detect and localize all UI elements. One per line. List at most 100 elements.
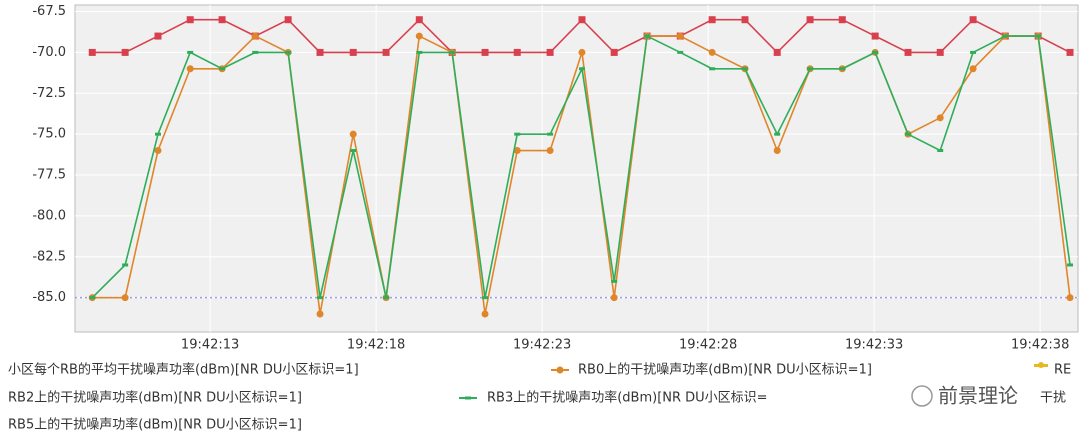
point xyxy=(514,132,521,136)
point xyxy=(316,48,324,56)
point xyxy=(415,16,423,24)
point xyxy=(970,50,977,54)
point xyxy=(937,149,944,153)
legend-label: RB2上的干扰噪声功率(dBm)[NR DU小区标识=1] xyxy=(8,390,302,406)
point xyxy=(465,396,471,400)
point xyxy=(774,132,781,136)
point xyxy=(676,32,684,40)
watermark-icon xyxy=(911,385,933,407)
point xyxy=(382,48,390,56)
point xyxy=(546,48,554,56)
point xyxy=(252,50,259,54)
point xyxy=(677,50,684,54)
point xyxy=(513,48,521,56)
x-tick-label: 19:42:23 xyxy=(513,338,571,353)
plot-area xyxy=(74,4,1079,333)
point xyxy=(122,263,129,267)
x-tick-label: 19:42:38 xyxy=(1011,338,1069,353)
legend-label: 小区每个RB的平均干扰噪声功率(dBm)[NR DU小区标识=1] xyxy=(8,362,359,378)
point xyxy=(316,310,324,318)
point xyxy=(610,48,618,56)
legend-label: RB5上的干扰噪声功率(dBm)[NR DU小区标识=1] xyxy=(8,417,302,433)
point xyxy=(251,32,259,40)
point xyxy=(89,296,96,300)
point xyxy=(1066,48,1074,56)
point xyxy=(741,67,748,71)
point xyxy=(383,296,390,300)
point xyxy=(350,149,357,153)
legend-label: 干扰 xyxy=(1040,391,1066,406)
point xyxy=(1066,294,1074,302)
point xyxy=(806,16,814,24)
point xyxy=(88,48,96,56)
point xyxy=(969,16,977,24)
point xyxy=(708,16,716,24)
x-tick-label: 19:42:33 xyxy=(845,338,903,353)
point xyxy=(611,279,618,283)
point xyxy=(936,48,944,56)
x-tick-label: 19:42:28 xyxy=(679,338,737,353)
point xyxy=(513,147,521,155)
point xyxy=(546,147,554,155)
point xyxy=(610,294,618,302)
point xyxy=(349,48,357,56)
point xyxy=(285,50,292,54)
point xyxy=(838,16,846,24)
point xyxy=(741,16,749,24)
point xyxy=(578,16,586,24)
point xyxy=(904,48,912,56)
point xyxy=(969,65,977,73)
point xyxy=(1035,34,1042,38)
point xyxy=(839,67,846,71)
y-tick-label: -67.5 xyxy=(32,4,66,19)
point xyxy=(186,65,194,73)
point xyxy=(121,48,129,56)
point xyxy=(481,310,489,318)
point xyxy=(284,16,292,24)
point xyxy=(578,67,585,71)
point xyxy=(556,366,564,374)
point xyxy=(218,16,226,24)
point xyxy=(415,32,423,40)
x-tick-label: 19:42:18 xyxy=(347,338,405,353)
point xyxy=(773,48,781,56)
point xyxy=(349,130,357,138)
point xyxy=(578,48,586,56)
point xyxy=(416,50,423,54)
point xyxy=(219,67,226,71)
point xyxy=(773,147,781,155)
point xyxy=(317,296,324,300)
point xyxy=(449,50,456,54)
point xyxy=(871,32,879,40)
x-tick-label: 19:42:13 xyxy=(181,338,239,353)
point xyxy=(872,50,879,54)
y-tick-label: -82.5 xyxy=(32,249,66,264)
point xyxy=(709,67,716,71)
point xyxy=(1067,263,1074,267)
point xyxy=(121,294,129,302)
y-tick-label: -80.0 xyxy=(32,208,66,223)
legend-label: RB0上的干扰噪声功率(dBm)[NR DU小区标识=1] xyxy=(578,362,872,378)
point xyxy=(482,296,489,300)
point xyxy=(481,48,489,56)
point xyxy=(155,132,162,136)
point xyxy=(644,34,651,38)
point xyxy=(936,114,944,122)
point xyxy=(187,50,194,54)
legend-marker xyxy=(1038,362,1044,368)
y-tick-label: -70.0 xyxy=(32,45,66,60)
point xyxy=(708,48,716,56)
point xyxy=(154,32,162,40)
point xyxy=(186,16,194,24)
y-tick-label: -77.5 xyxy=(32,168,66,183)
legend-label: RE xyxy=(1054,363,1071,378)
y-tick-label: -85.0 xyxy=(32,290,66,305)
point xyxy=(547,132,554,136)
point xyxy=(807,67,814,71)
y-tick-label: -72.5 xyxy=(32,86,66,101)
y-tick-label: -75.0 xyxy=(32,127,66,142)
watermark: 前景理论 xyxy=(938,384,1018,408)
point xyxy=(905,132,912,136)
point xyxy=(154,147,162,155)
